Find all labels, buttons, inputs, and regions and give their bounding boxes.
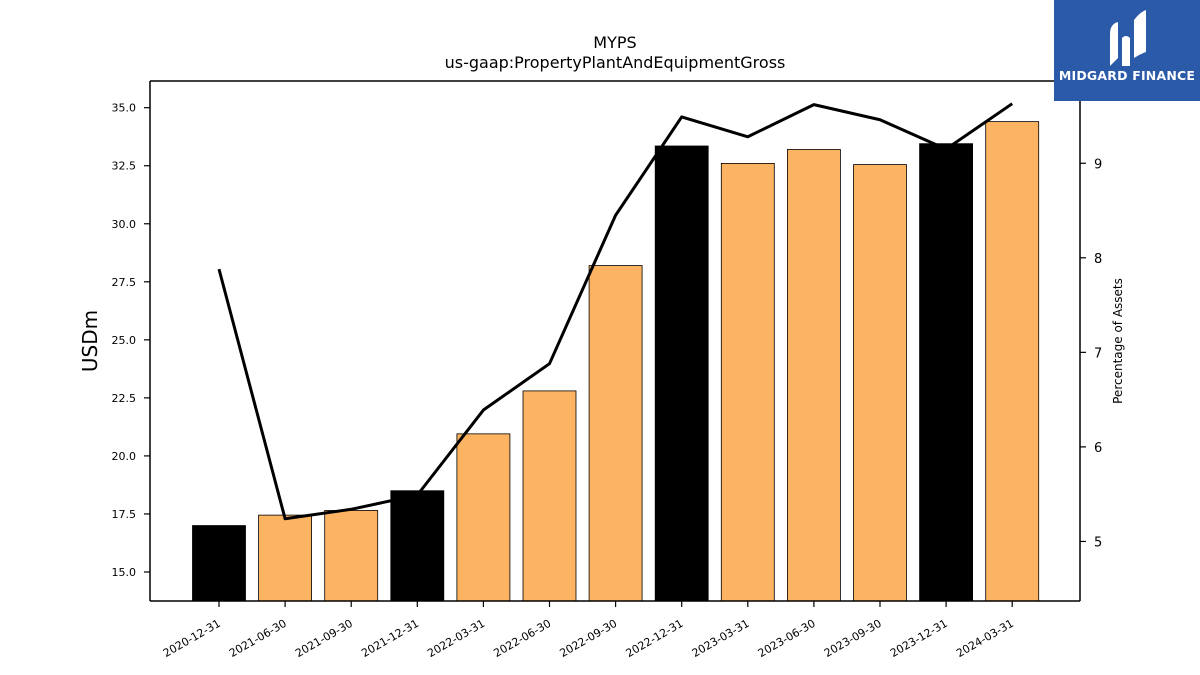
chart-title: MYPS: [593, 33, 636, 52]
bar-2022-06-30: [522, 390, 577, 602]
x-tick-label: 2021-06-30: [227, 617, 289, 660]
bar-2020-12-31: [192, 525, 246, 602]
bar-2021-12-31: [390, 490, 445, 602]
y2-tick-label: 8: [1094, 252, 1102, 267]
midgard-finance-logo: MIDGARD FINANCE: [1054, 0, 1200, 101]
y2-tick-label: 7: [1094, 346, 1102, 361]
x-tick-label: 2024-03-31: [954, 617, 1016, 660]
chart-subtitle: us-gaap:PropertyPlantAndEquipmentGross: [445, 53, 786, 72]
x-tick-label: 2022-12-31: [624, 617, 686, 660]
bar-2023-12-31: [919, 143, 973, 602]
bar-2023-09-30: [853, 164, 907, 602]
x-tick-label: 2023-09-30: [822, 617, 884, 660]
x-tick-label: 2021-12-31: [359, 617, 421, 660]
bar-2021-06-30: [258, 514, 313, 602]
x-tick-label: 2023-03-31: [690, 617, 752, 660]
y-tick-label: 22.5: [112, 392, 137, 405]
y2-tick-label: 5: [1094, 535, 1102, 550]
y-tick-label: 30.0: [112, 218, 137, 231]
y2-axis-label: Percentage of Assets: [1111, 278, 1125, 404]
y-tick-label: 27.5: [112, 276, 137, 289]
bar-2023-03-31: [720, 163, 775, 602]
y2-tick-label: 9: [1094, 157, 1102, 172]
y-tick-label: 35.0: [112, 102, 137, 115]
x-tick-label: 2022-03-31: [425, 617, 487, 660]
bar-2022-12-31: [654, 145, 709, 602]
x-tick-label: 2022-09-30: [557, 617, 619, 660]
y-tick-label: 32.5: [112, 160, 137, 173]
y-axis-label: USDm: [78, 310, 102, 372]
y2-tick-label: 6: [1094, 441, 1102, 456]
bar-2022-09-30: [588, 265, 643, 602]
bar-2021-09-30: [324, 510, 379, 602]
logo-mark-icon: [1110, 10, 1146, 66]
x-tick-label: 2023-06-30: [756, 617, 818, 660]
x-tick-label: 2020-12-31: [161, 617, 223, 660]
y-tick-label: 20.0: [112, 450, 137, 463]
bar-2022-03-31: [456, 433, 511, 602]
x-tick-label: 2022-06-30: [491, 617, 553, 660]
x-tick-label: 2021-09-30: [293, 617, 355, 660]
y-tick-label: 17.5: [112, 508, 137, 521]
bar-2023-06-30: [787, 149, 841, 602]
logo-text: MIDGARD FINANCE: [1058, 68, 1196, 83]
bar-2024-03-31: [985, 121, 1040, 602]
y-tick-label: 15.0: [112, 566, 137, 579]
y-tick-label: 25.0: [112, 334, 137, 347]
x-tick-label: 2023-12-31: [888, 617, 950, 660]
